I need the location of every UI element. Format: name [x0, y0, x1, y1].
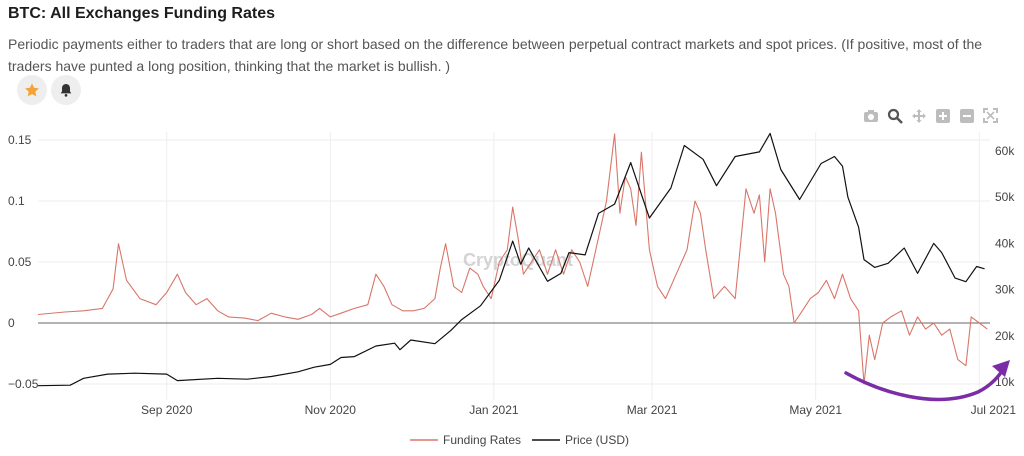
y-right-tick-label: 40k — [995, 236, 1015, 250]
y-axis-left: −0.05 0 0.05 0.1 0.15 — [8, 133, 39, 391]
autoscale-icon[interactable] — [982, 107, 999, 124]
chart-legend[interactable]: Funding Rates Price (USD) — [410, 433, 629, 447]
price-line — [37, 132, 985, 387]
y-right-tick-label: 10k — [995, 375, 1015, 389]
svg-text:CryptoQuant: CryptoQuant — [463, 250, 573, 270]
chart-grid — [38, 132, 990, 400]
arrow-curve — [844, 366, 1006, 402]
bell-icon — [60, 84, 72, 97]
camera-icon[interactable] — [862, 107, 879, 124]
y-axis-right: 10k 20k 30k 40k 50k 60k — [995, 144, 1015, 389]
y-right-tick-label: 50k — [995, 190, 1015, 204]
zoom-in-icon[interactable] — [934, 107, 951, 124]
watermark: CryptoQuant — [463, 250, 573, 270]
legend-label: Funding Rates — [443, 433, 521, 447]
y-right-tick-label: 60k — [995, 144, 1015, 158]
y-left-tick-label: 0.1 — [8, 194, 25, 208]
chart-title: BTC: All Exchanges Funding Rates — [8, 5, 275, 22]
star-icon — [25, 83, 39, 97]
y-right-tick-label: 30k — [995, 283, 1015, 297]
x-tick-label: Sep 2020 — [141, 403, 193, 417]
chart-description: Periodic payments either to traders that… — [8, 36, 983, 74]
favorite-button[interactable] — [17, 75, 47, 105]
trend-arrow-annotation — [844, 360, 1010, 402]
x-tick-label: Mar 2021 — [627, 403, 678, 417]
x-tick-label: May 2021 — [789, 403, 842, 417]
x-tick-label: Jan 2021 — [469, 403, 519, 417]
legend-label: Price (USD) — [565, 433, 629, 447]
chart-series — [37, 132, 988, 387]
funding-rates-line — [37, 133, 988, 385]
y-left-tick-label: −0.05 — [8, 377, 39, 391]
pan-icon[interactable] — [910, 107, 927, 124]
chart-toolbar — [862, 107, 999, 125]
zoom-out-icon[interactable] — [958, 107, 975, 124]
y-left-tick-label: 0.15 — [8, 133, 32, 147]
y-left-tick-label: 0.05 — [8, 255, 32, 269]
zoom-icon[interactable] — [886, 107, 903, 124]
alert-button[interactable] — [51, 75, 81, 105]
legend-item[interactable]: Funding Rates — [410, 433, 521, 447]
y-right-tick-label: 20k — [995, 329, 1015, 343]
arrow-head — [992, 360, 1010, 377]
y-left-tick-label: 0 — [8, 316, 15, 330]
x-tick-label: Jul 2021 — [971, 403, 1017, 417]
x-tick-label: Nov 2020 — [305, 403, 357, 417]
x-axis: Sep 2020 Nov 2020 Jan 2021 Mar 2021 May 2021… — [141, 403, 1016, 417]
legend-item[interactable]: Price (USD) — [532, 433, 629, 447]
